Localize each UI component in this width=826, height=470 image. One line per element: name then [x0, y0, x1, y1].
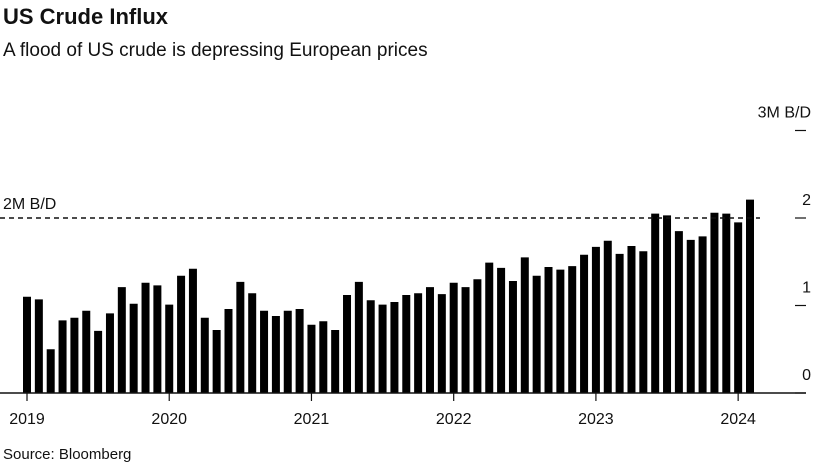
bar: [331, 330, 340, 393]
bar: [686, 239, 695, 393]
bar: [105, 313, 114, 393]
x-tick-label: 2024: [720, 411, 756, 428]
reference-label: 2M B/D: [3, 196, 56, 213]
bar: [414, 293, 423, 393]
bar: [224, 309, 233, 393]
bar: [390, 302, 399, 393]
bar: [307, 324, 316, 393]
bar: [283, 310, 292, 393]
bar: [260, 310, 269, 393]
bar: [520, 257, 529, 393]
bar: [58, 320, 67, 393]
bar: [674, 231, 683, 393]
bar: [603, 240, 612, 393]
x-tick-label: 2020: [151, 411, 187, 428]
bar: [34, 299, 43, 393]
bar: [177, 275, 186, 393]
source: Source: Bloomberg: [3, 446, 131, 463]
bar: [651, 213, 660, 393]
bar: [117, 287, 126, 393]
bar: [141, 282, 150, 393]
y-tick-label: 1: [802, 280, 811, 297]
x-tick-label: 2019: [9, 411, 45, 428]
bar: [437, 294, 446, 393]
bar: [94, 330, 103, 393]
bar: [532, 275, 541, 393]
bar: [497, 267, 506, 393]
bar: [746, 199, 754, 393]
bar: [129, 303, 138, 393]
bar: [591, 246, 600, 393]
chart-title: US Crude Influx: [3, 4, 169, 29]
x-tick-label: 2021: [294, 411, 330, 428]
chart-subtitle: A flood of US crude is depressing Europe…: [3, 40, 428, 61]
bar: [378, 304, 387, 393]
bar: [200, 317, 209, 393]
bar: [568, 266, 577, 393]
bar: [354, 281, 363, 393]
bar: [366, 300, 375, 393]
bar: [46, 349, 55, 393]
bar: [212, 330, 221, 393]
bar: [627, 246, 636, 393]
bar: [449, 282, 458, 393]
bar: [23, 296, 31, 393]
bar: [188, 268, 197, 393]
bar: [508, 281, 517, 393]
bar: [248, 293, 257, 393]
bar: [461, 287, 470, 393]
bar: [295, 309, 304, 393]
y-tick-label: 3M B/D: [758, 105, 811, 122]
bar: [544, 267, 553, 393]
bar: [615, 253, 624, 393]
bar: [556, 269, 565, 393]
x-tick-label: 2023: [578, 411, 614, 428]
bar: [236, 281, 245, 393]
bar: [580, 254, 589, 393]
y-tick-label: 0: [802, 367, 811, 384]
bar: [402, 295, 411, 393]
bar: [70, 317, 79, 393]
bar: [425, 287, 434, 393]
x-tick-label: 2022: [436, 411, 472, 428]
bar: [343, 295, 352, 393]
bar: [153, 285, 162, 393]
bar: [639, 251, 648, 393]
bar: [82, 310, 91, 393]
bar: [663, 215, 672, 393]
bar: [698, 236, 707, 393]
bar: [734, 222, 743, 393]
bar: [271, 316, 280, 393]
bar: [710, 212, 719, 393]
bar: [165, 304, 174, 393]
bar: [473, 279, 482, 393]
bar: [722, 213, 731, 393]
bar: [319, 321, 328, 393]
y-tick-label: 2: [802, 192, 811, 209]
bar: [485, 262, 494, 393]
